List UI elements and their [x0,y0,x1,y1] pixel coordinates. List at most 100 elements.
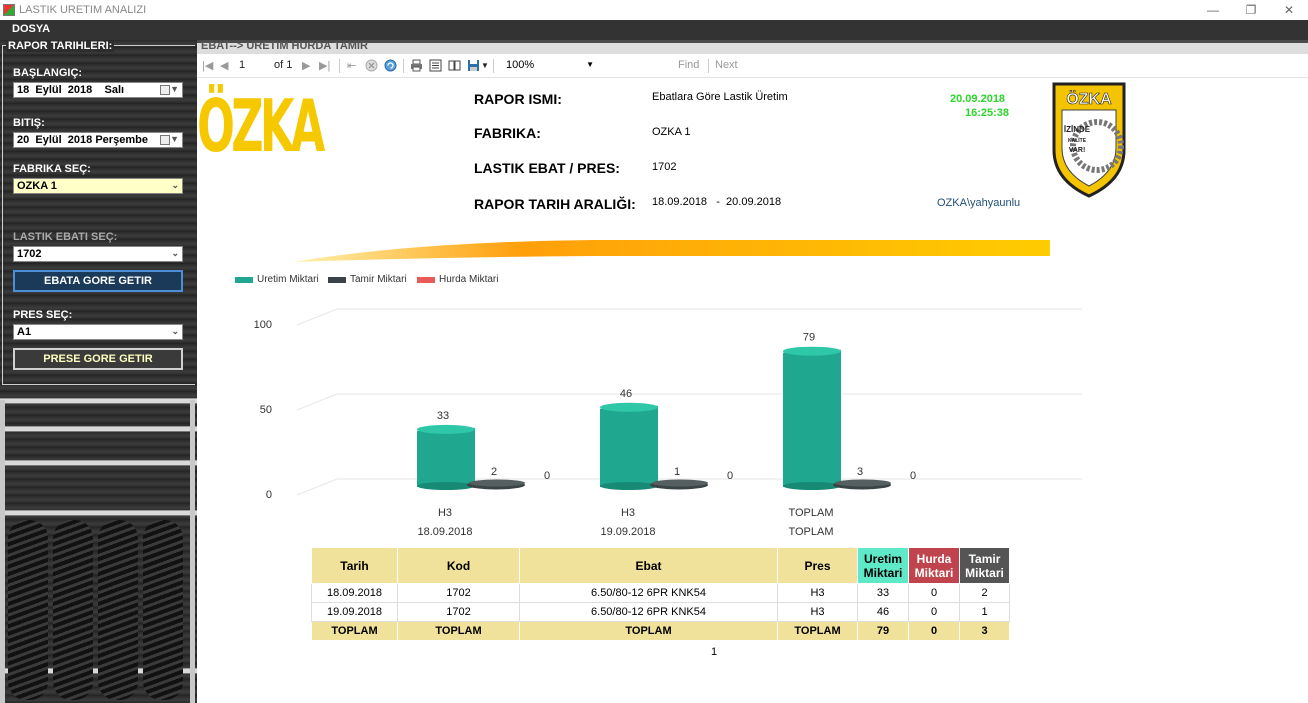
chevron-down-icon[interactable]: ⌄ [171,248,179,258]
first-page-icon[interactable]: |◀ [202,60,214,72]
window-titlebar: LASTIK URETIM ANALIZI — ❐ ✕ [0,0,1308,20]
refresh-icon[interactable] [384,59,397,72]
calendar-icon[interactable] [160,85,170,95]
stop-icon[interactable] [365,59,378,72]
end-year: 2018 [67,134,93,146]
cell-kod: TOPLAM [397,621,520,641]
cell-pres: H3 [777,602,858,622]
legend-item-hurda: Hurda Miktari [417,274,498,285]
end-date-picker[interactable]: 20 Eylül 2018 Perşembe ▼ [13,132,183,148]
cell-hurda: 0 [908,602,960,622]
cell-uretim: 46 [857,602,909,622]
size-select[interactable]: 1702 ⌄ [13,246,183,262]
header-kod: Kod [397,547,520,584]
page-setup-icon[interactable] [448,59,461,72]
factory-label: FABRIKA SEÇ: [13,163,91,175]
bar-uretim-base [783,482,841,490]
badge-line1: İZİNDE [1064,125,1091,134]
factory-select[interactable]: OZKA 1 ⌄ [13,178,183,194]
bar-uretim-top [417,424,475,434]
cell-tamir: 2 [959,583,1010,603]
cell-ebat: TOPLAM [519,621,778,641]
bar-tamir-top [652,479,708,487]
header-swoosh [293,240,1050,262]
next-page-icon[interactable]: ▶ [302,60,311,72]
cell-hurda: 0 [908,583,960,603]
cell-kod: 1702 [397,583,520,603]
report-viewer-tab[interactable]: EBAT--> URETIM HURDA TAMIR [197,40,1308,54]
previous-page-icon[interactable]: ◀ [220,60,229,72]
print-layout-icon[interactable] [429,59,442,72]
factory-select-value: OZKA 1 [17,180,57,192]
zoom-select[interactable]: 100% ▼ [499,58,601,74]
current-page-input[interactable]: 1 [239,59,246,71]
fetch-by-press-button[interactable]: PRESE GORE GETIR [13,348,183,370]
toolbar-separator [339,59,340,73]
badge-brand: ÖZKA [1066,89,1112,108]
bar-tamir-top [469,479,525,487]
fetch-by-size-button[interactable]: EBATA GORE GETIR [13,270,183,292]
bar-tamir-top [835,479,891,487]
cell-uretim: 33 [857,583,909,603]
factory-label: FABRIKA: [474,125,541,141]
chevron-down-icon[interactable]: ▼ [586,60,594,69]
end-day: 20 [17,134,30,146]
last-page-icon[interactable]: ▶| [319,60,331,72]
cell-ebat: 6.50/80-12 6PR KNK54 [519,602,778,622]
menu-file[interactable]: DOSYA [12,23,51,35]
cell-ebat: 6.50/80-12 6PR KNK54 [519,583,778,603]
cell-hurda: 0 [908,621,960,641]
minimize-button[interactable]: — [1207,3,1219,17]
x-category-sublabel: 19.09.2018 [600,526,655,538]
bar-uretim-top [783,346,841,356]
date-range-label: RAPOR TARIH ARALIĞI: [474,196,636,212]
export-dropdown-icon[interactable]: ▼ [481,61,489,70]
cell-pres: TOPLAM [777,621,858,641]
cell-tamir: 1 [959,602,1010,622]
y-tick-label: 100 [254,319,272,331]
date-range-value: 18.09.2018 - 20.09.2018 [652,196,781,208]
header-hurda: Hurda Miktari [908,547,960,584]
cell-tarih: 19.09.2018 [311,602,398,622]
print-icon[interactable] [410,59,423,72]
legend-label: Hurda Miktari [439,274,499,285]
size-select-value: 1702 [17,248,42,260]
calendar-icon[interactable] [160,135,170,145]
chevron-down-icon[interactable]: ▼ [170,134,179,144]
x-category-label: H3 [621,507,635,519]
window-title: LASTIK URETIM ANALIZI [19,4,147,16]
header-ebat: Ebat [519,547,778,584]
menu-bar: DOSYA [0,20,1308,40]
data-label-tamir: 3 [857,466,863,478]
tire-image [8,520,48,700]
data-label-hurda: 0 [910,470,916,482]
report-name-label: RAPOR ISMI: [474,91,562,107]
tab-report-title[interactable]: EBAT--> URETIM HURDA TAMIR [201,40,368,52]
find-next-link[interactable]: Next [715,59,738,71]
header-tamir: Tamir Miktari [959,547,1010,584]
start-date-label: BAŞLANGIÇ: [13,67,83,79]
chevron-down-icon[interactable]: ⌄ [171,326,179,336]
start-year: 2018 [67,84,93,96]
press-select[interactable]: A1 ⌄ [13,324,183,340]
start-weekday: Salı [104,84,125,96]
badge-line3: VAR! [1069,147,1086,154]
back-icon[interactable]: ⇤ [347,60,357,72]
export-icon[interactable] [467,59,480,72]
data-label-uretim: 79 [803,332,815,344]
range-end: 20.09.2018 [726,196,782,208]
chevron-down-icon[interactable]: ▼ [170,84,179,94]
data-label-uretim: 33 [437,410,449,422]
chevron-down-icon[interactable]: ⌄ [171,180,179,190]
zoom-value: 100% [506,59,535,71]
cell-pres: H3 [777,583,858,603]
print-time: 16:25:38 [965,107,1010,119]
find-input[interactable] [609,58,669,74]
restore-button[interactable]: ❐ [1245,3,1257,17]
start-date-picker[interactable]: 18 Eylül 2018 Salı ▼ [13,82,183,98]
bar-uretim [417,427,475,487]
close-button[interactable]: ✕ [1283,3,1295,17]
legend-label: Tamir Miktari [350,274,407,285]
find-link[interactable]: Find [678,59,700,71]
table-row: 18.09.2018 1702 6.50/80-12 6PR KNK54 H3 … [311,583,1010,603]
